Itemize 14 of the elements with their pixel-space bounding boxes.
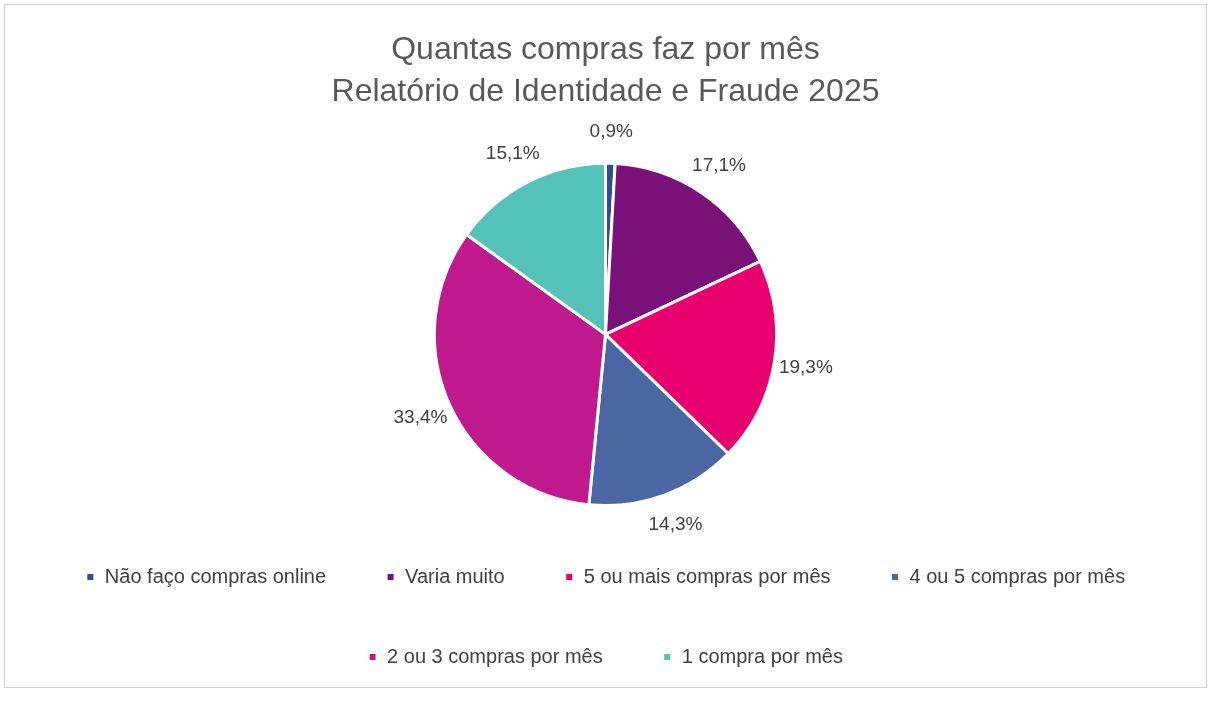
legend-label: Varia muito <box>405 564 505 587</box>
legend-label: 5 ou mais compras por mês <box>583 564 831 587</box>
legend-label: 4 ou 5 compras por mês <box>909 564 1126 587</box>
data-label: 17,1% <box>692 154 747 176</box>
chart-title: Quantas compras faz por mês <box>391 30 820 67</box>
data-label: 33,4% <box>393 406 448 428</box>
data-label: 0,9% <box>589 119 633 141</box>
legend-label: Não faço compras online <box>104 564 327 587</box>
data-label: 15,1% <box>485 141 540 163</box>
data-label: 14,3% <box>648 513 703 535</box>
data-label: 19,3% <box>778 355 833 377</box>
chart-subtitle: Relatório de Identidade e Fraude 2025 <box>331 72 880 109</box>
legend-label: 1 compra por mês <box>681 644 843 667</box>
legend-label: 2 ou 3 compras por mês <box>387 644 603 667</box>
